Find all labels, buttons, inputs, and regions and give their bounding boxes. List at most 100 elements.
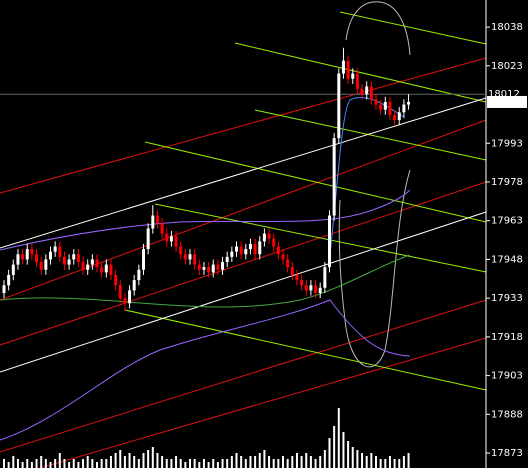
candle-body: [123, 298, 127, 304]
volume-bar: [286, 459, 289, 468]
volume-bar: [26, 459, 29, 468]
last-price-box: [487, 95, 527, 108]
candle-body: [35, 254, 39, 263]
volume-bar: [40, 456, 43, 468]
candle-body: [290, 267, 294, 275]
volume-bar: [161, 456, 164, 468]
volume-bar: [82, 459, 85, 468]
volume-bar: [105, 459, 108, 468]
candle-body: [360, 89, 364, 95]
volume-bar: [365, 456, 368, 468]
volume-bar: [291, 456, 294, 468]
candle-body: [262, 233, 266, 242]
candle-body: [388, 101, 392, 115]
volume-bar: [314, 459, 317, 468]
volume-bar: [268, 456, 271, 468]
candle-body: [67, 259, 71, 265]
candle-body: [304, 285, 308, 291]
candle-body: [118, 285, 122, 299]
volume-bar: [235, 453, 238, 468]
volume-bar: [30, 462, 33, 468]
candle-body: [207, 267, 211, 273]
candle-body: [328, 215, 331, 268]
candle-body: [142, 249, 145, 270]
candle-body: [109, 264, 113, 275]
volume-bar: [254, 456, 257, 468]
volume-bar: [361, 453, 364, 468]
candle-body: [402, 104, 406, 113]
candle-body: [248, 243, 252, 250]
candle-body: [100, 267, 104, 273]
candle-body: [53, 246, 57, 252]
volume-bar: [3, 459, 5, 468]
candle-body: [318, 287, 322, 293]
candle-body: [188, 254, 192, 260]
volume-bar: [230, 456, 233, 468]
volume-bar: [114, 453, 117, 468]
candle-body: [369, 86, 373, 100]
candle-body: [72, 254, 76, 260]
volume-bar: [295, 453, 298, 468]
red-channel-line: [0, 119, 487, 301]
volume-bar: [77, 462, 80, 468]
volume-bar: [133, 456, 136, 468]
volume-bar: [402, 456, 405, 468]
volume-bar: [379, 459, 382, 468]
volume-bar: [156, 453, 159, 468]
candle-body: [346, 60, 350, 79]
volume-bar: [202, 459, 205, 468]
candle-body: [11, 264, 15, 275]
volume-bar: [398, 459, 401, 468]
candle-body: [21, 254, 25, 260]
volume-bar: [309, 456, 312, 468]
volume-bar: [119, 450, 122, 468]
candle-body: [132, 280, 136, 291]
candle-body: [379, 104, 383, 110]
candle-body: [309, 285, 313, 291]
volume-bar: [407, 453, 410, 468]
candle-body: [165, 233, 169, 242]
volume-bar: [226, 459, 229, 468]
candle-body: [355, 73, 359, 90]
red-channel-line: [39, 337, 487, 468]
red-channel-line: [0, 181, 487, 346]
red-channel-line: [0, 299, 487, 453]
candle-body: [44, 259, 48, 270]
volume-bar: [128, 453, 131, 468]
volume-bar: [179, 459, 182, 468]
volume-bar: [123, 456, 126, 468]
candle-body: [155, 215, 159, 224]
volume-bar: [249, 456, 252, 468]
candle-body: [179, 246, 183, 255]
volume-bar: [305, 453, 308, 468]
volume-bar: [100, 459, 103, 468]
candle-body: [174, 236, 178, 247]
candle-body: [332, 138, 336, 216]
volume-bar: [207, 462, 210, 468]
candle-body: [337, 73, 341, 139]
volume-bar: [319, 456, 322, 468]
green-channel-line: [254, 109, 487, 161]
candle-body: [221, 262, 225, 270]
moving-average: [0, 189, 411, 251]
volume-bar: [370, 453, 373, 468]
candle-body: [160, 223, 164, 234]
y-tick-label: 17918: [491, 332, 523, 343]
candle-body: [2, 285, 6, 293]
y-tick-label: 17948: [491, 254, 523, 265]
candle-body: [7, 274, 11, 286]
candle-body: [300, 280, 304, 286]
volume-bar: [300, 456, 303, 468]
candle-body: [295, 274, 299, 281]
volume-bar: [189, 459, 191, 468]
candle-body: [151, 215, 155, 229]
volume-bar: [282, 456, 284, 468]
candle-body: [235, 246, 238, 252]
candle-body: [104, 264, 108, 273]
volume-bar: [21, 462, 24, 468]
volume-bar: [72, 459, 75, 468]
candle-body: [374, 99, 378, 105]
candle-body: [169, 236, 173, 242]
